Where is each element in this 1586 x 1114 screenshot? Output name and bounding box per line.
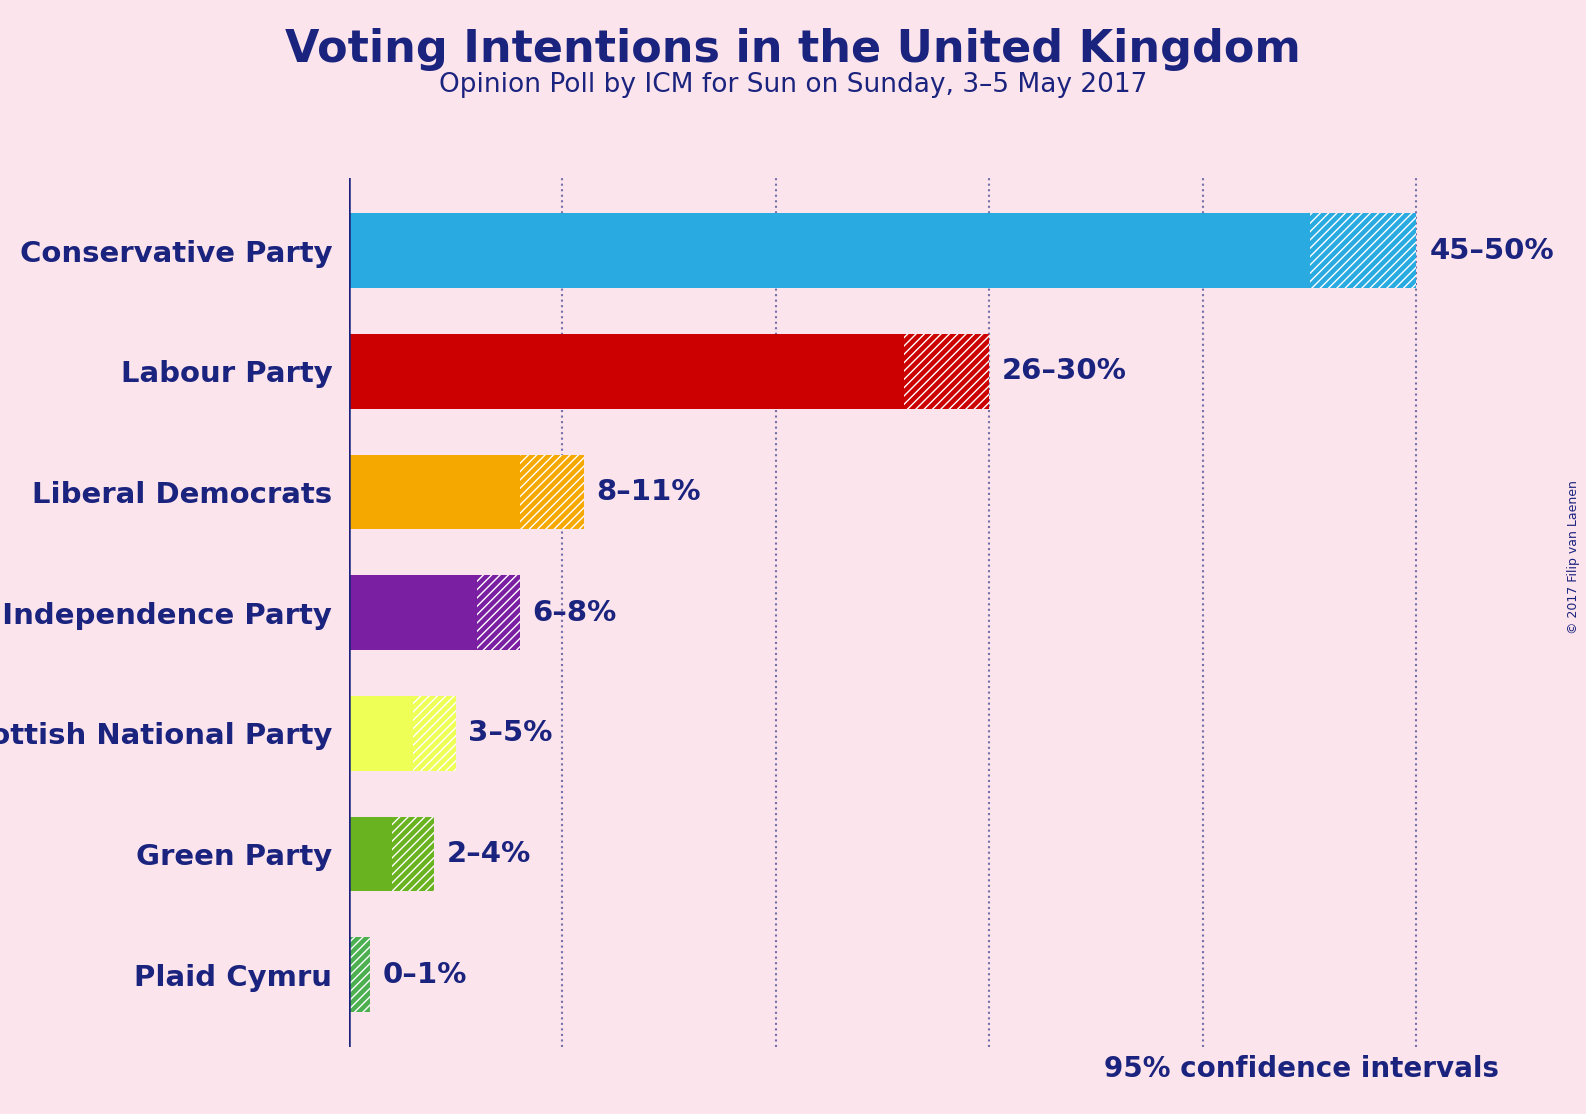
Bar: [412, 696, 455, 771]
Text: 45–50%: 45–50%: [1429, 236, 1554, 265]
Bar: [477, 575, 520, 651]
Text: 26–30%: 26–30%: [1002, 358, 1128, 385]
Bar: [349, 213, 1310, 289]
Text: 8–11%: 8–11%: [596, 478, 701, 506]
Bar: [520, 455, 584, 529]
Bar: [1310, 213, 1416, 289]
Text: 0–1%: 0–1%: [384, 960, 468, 989]
Bar: [349, 696, 412, 771]
Text: 3–5%: 3–5%: [468, 720, 554, 747]
Text: Voting Intentions in the United Kingdom: Voting Intentions in the United Kingdom: [285, 28, 1301, 71]
Bar: [904, 334, 990, 409]
Text: 95% confidence intervals: 95% confidence intervals: [1104, 1055, 1499, 1083]
Bar: [349, 334, 904, 409]
Bar: [349, 455, 520, 529]
Text: 6–8%: 6–8%: [533, 598, 617, 627]
Bar: [349, 575, 477, 651]
Bar: [349, 937, 370, 1013]
Text: © 2017 Filip van Laenen: © 2017 Filip van Laenen: [1567, 480, 1580, 634]
Text: Opinion Poll by ICM for Sun on Sunday, 3–5 May 2017: Opinion Poll by ICM for Sun on Sunday, 3…: [439, 72, 1147, 98]
Bar: [392, 817, 435, 891]
Text: 2–4%: 2–4%: [447, 840, 531, 868]
Bar: [349, 817, 392, 891]
